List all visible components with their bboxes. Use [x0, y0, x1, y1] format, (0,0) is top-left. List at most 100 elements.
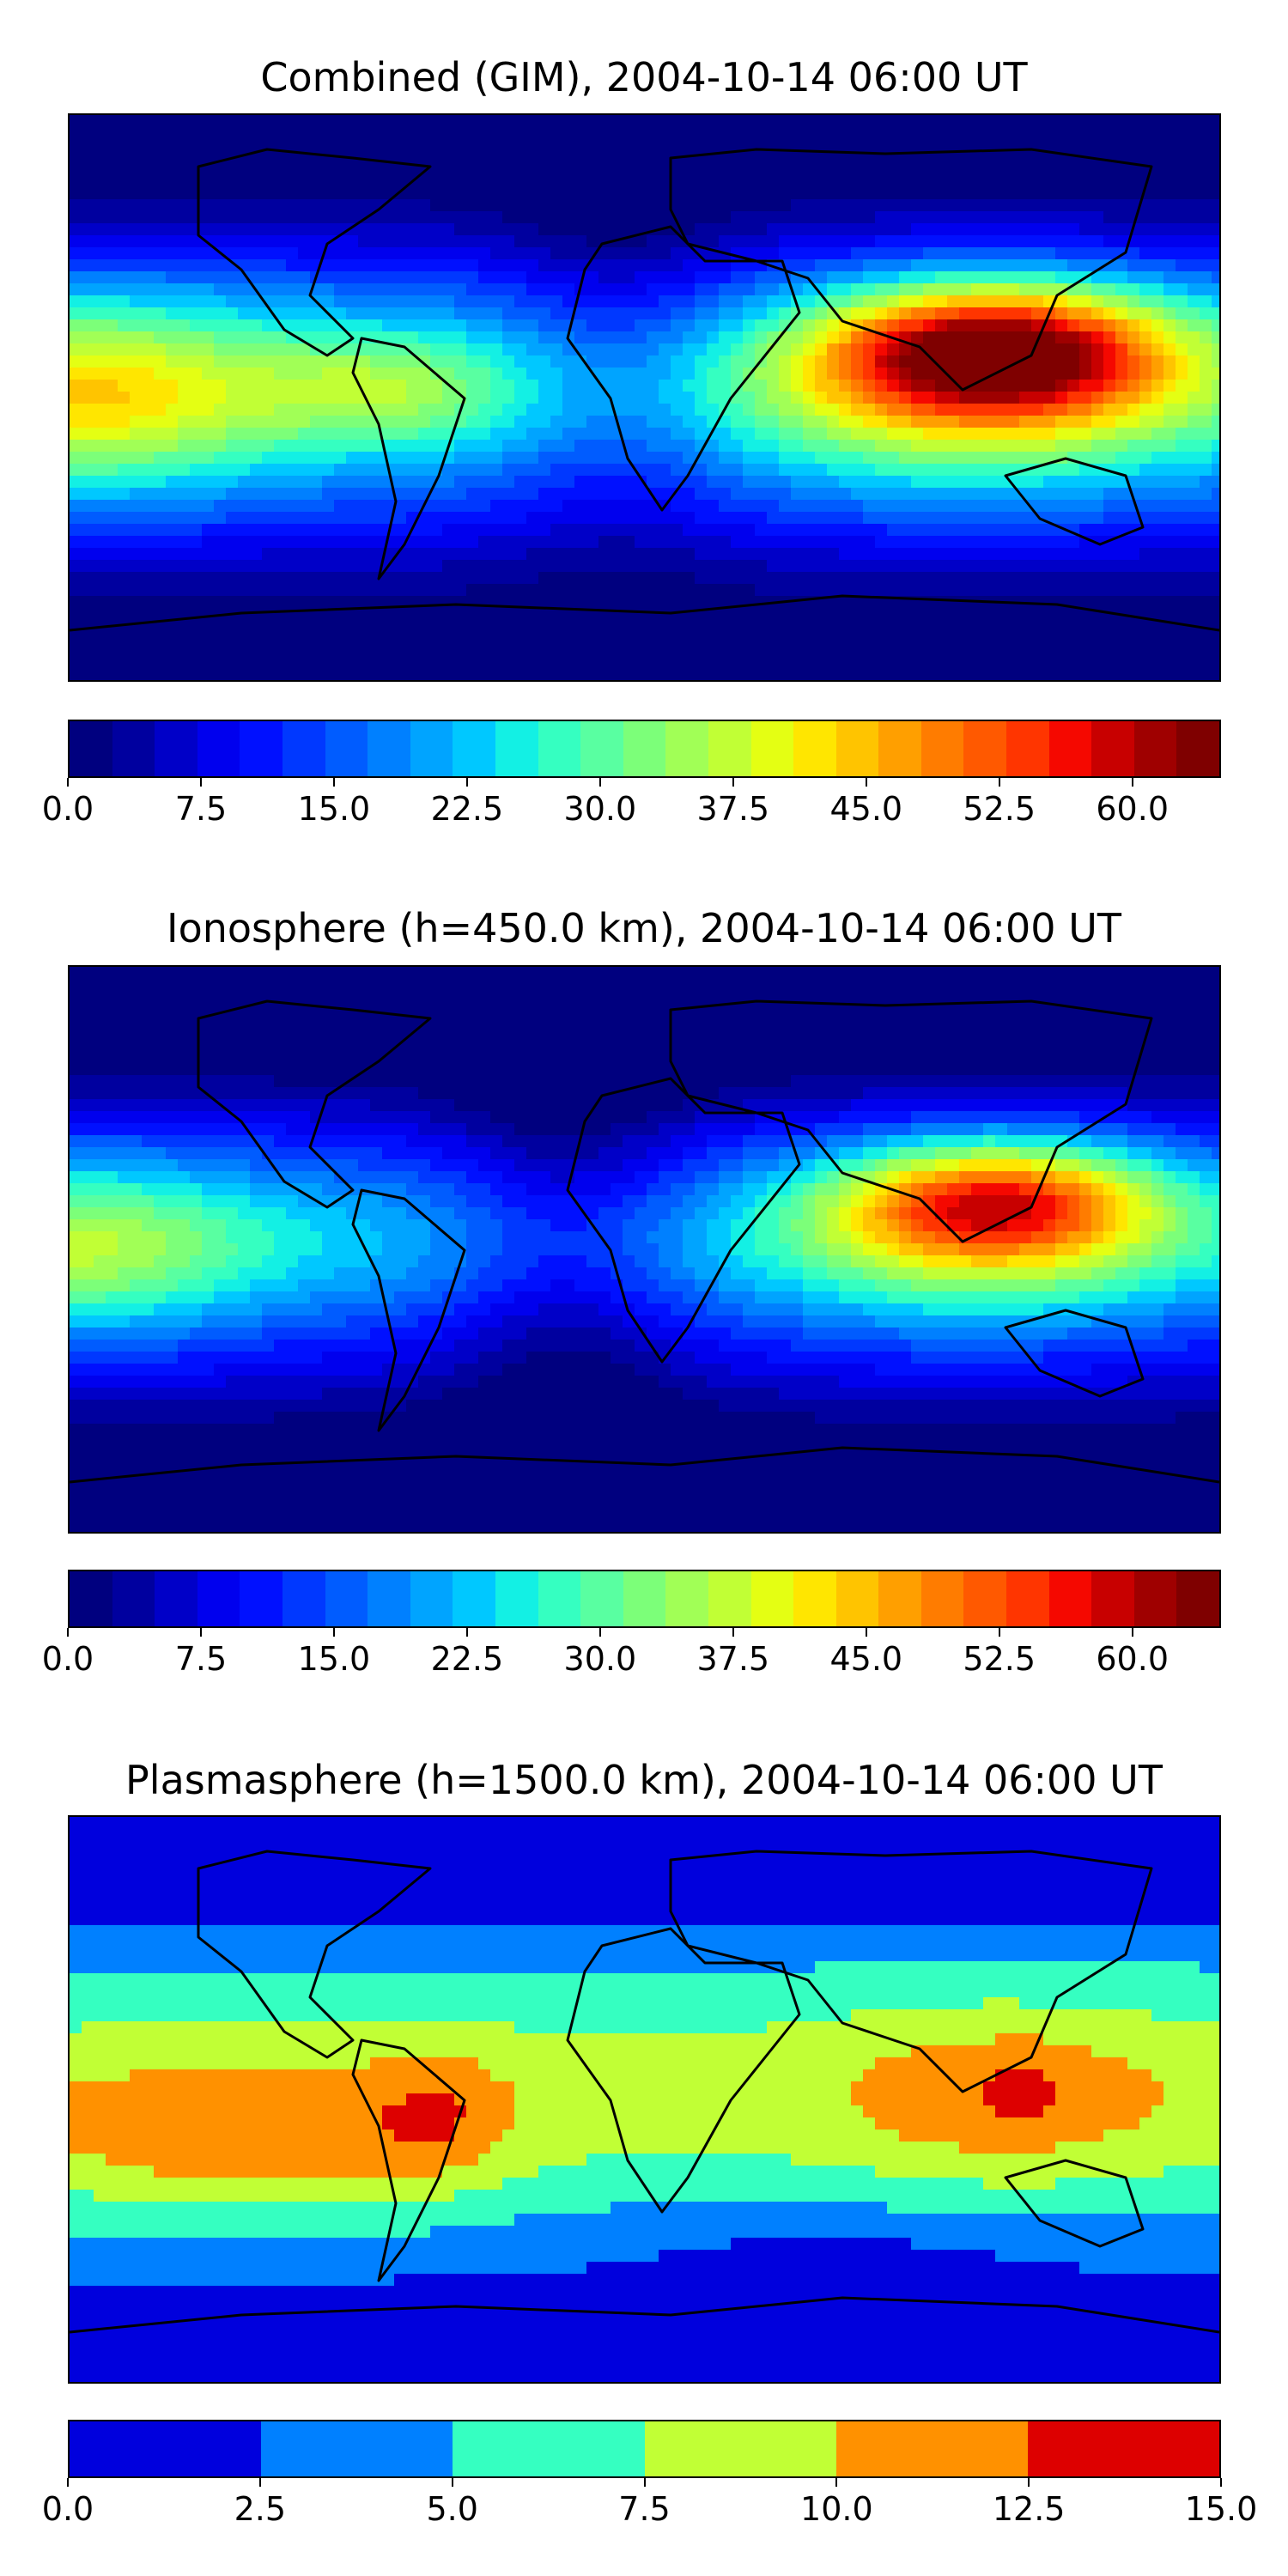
heatmap-cell — [719, 464, 732, 477]
heatmap-cell — [310, 223, 323, 236]
heatmap-cell — [118, 464, 131, 477]
heatmap-cell — [130, 500, 143, 513]
heatmap-cell — [550, 235, 563, 248]
heatmap-cell — [899, 500, 912, 513]
heatmap-cell — [803, 464, 816, 477]
heatmap-cell — [1103, 548, 1116, 561]
heatmap-cell — [418, 560, 431, 573]
heatmap-cell — [442, 223, 455, 236]
heatmap-cell — [851, 271, 864, 284]
heatmap-cell — [1127, 139, 1140, 152]
heatmap-cell — [466, 223, 479, 236]
heatmap-cell — [514, 416, 527, 428]
heatmap-cell — [298, 979, 311, 992]
heatmap-cell — [190, 343, 203, 356]
heatmap-cell — [106, 464, 118, 477]
heatmap-cell — [130, 416, 143, 428]
heatmap-cell — [550, 368, 563, 380]
heatmap-cell — [671, 632, 683, 645]
heatmap-cell — [815, 271, 828, 284]
heatmap-cell — [995, 584, 1008, 597]
heatmap-cell — [647, 187, 659, 200]
heatmap-cell — [454, 596, 467, 609]
heatmap-cell — [238, 668, 251, 680]
heatmap-cell — [358, 319, 371, 332]
heatmap-cell — [839, 979, 852, 992]
heatmap-cell — [286, 368, 299, 380]
heatmap-cell — [130, 163, 143, 176]
heatmap-cell — [334, 668, 347, 680]
heatmap-cell — [731, 608, 744, 621]
heatmap-cell — [586, 596, 599, 609]
heatmap-cell — [478, 512, 491, 525]
heatmap-cell — [94, 416, 106, 428]
heatmap-cell — [538, 476, 551, 489]
heatmap-cell — [598, 319, 611, 332]
heatmap-cell — [154, 283, 167, 296]
heatmap-cell — [1151, 464, 1164, 477]
heatmap-cell — [803, 331, 816, 344]
heatmap-cell — [430, 307, 443, 320]
heatmap-cell — [911, 979, 924, 992]
heatmap-cell — [562, 235, 575, 248]
heatmap-cell — [274, 307, 287, 320]
heatmap-cell — [875, 488, 888, 501]
heatmap-cell — [899, 259, 912, 272]
heatmap-cell — [1079, 355, 1092, 368]
heatmap-cell — [466, 1003, 479, 1016]
heatmap-cell — [454, 380, 467, 392]
heatmap-cell — [382, 331, 395, 344]
heatmap-cell — [526, 187, 539, 200]
heatmap-cell — [178, 416, 191, 428]
heatmap-cell — [190, 392, 203, 404]
heatmap-cell — [190, 175, 203, 188]
heatmap-cell — [1007, 343, 1020, 356]
heatmap-cell — [454, 572, 467, 585]
heatmap-cell — [1139, 416, 1152, 428]
heatmap-cell — [514, 175, 527, 188]
heatmap-cell — [707, 632, 720, 645]
heatmap-cell — [1055, 620, 1068, 633]
heatmap-cell — [743, 404, 756, 416]
heatmap-cell — [1079, 991, 1092, 1004]
heatmap-cell — [1019, 416, 1032, 428]
heatmap-cell — [1212, 512, 1219, 525]
heatmap-cell — [971, 416, 984, 428]
heatmap-cell — [863, 271, 876, 284]
heatmap-cell — [574, 175, 587, 188]
heatmap-cell — [695, 416, 708, 428]
heatmap-cell — [1091, 548, 1104, 561]
heatmap-cell — [887, 500, 900, 513]
heatmap-cell — [130, 380, 143, 392]
heatmap-cell — [166, 596, 179, 609]
heatmap-cell — [238, 979, 251, 992]
heatmap-cell — [478, 1015, 491, 1028]
heatmap-cell — [1043, 632, 1056, 645]
heatmap-cell — [875, 500, 888, 513]
heatmap-cell — [671, 235, 683, 248]
heatmap-cell — [1007, 223, 1020, 236]
heatmap-cell — [94, 127, 106, 140]
heatmap-cell — [1007, 319, 1020, 332]
heatmap-cell — [743, 380, 756, 392]
heatmap-cell — [1212, 560, 1219, 573]
heatmap-cell — [959, 223, 972, 236]
heatmap-cell — [683, 380, 696, 392]
heatmap-cell — [550, 223, 563, 236]
heatmap-cell — [863, 512, 876, 525]
heatmap-cell — [995, 139, 1008, 152]
heatmap-cell — [190, 139, 203, 152]
heatmap-cell — [863, 584, 876, 597]
heatmap-cell — [695, 560, 708, 573]
heatmap-cell — [82, 500, 94, 513]
heatmap-cell — [911, 644, 924, 657]
heatmap-cell — [1091, 247, 1104, 260]
heatmap-cell — [899, 464, 912, 477]
heatmap-cell — [466, 1015, 479, 1028]
heatmap-cell — [442, 355, 455, 368]
colorbar-segment — [453, 721, 495, 776]
heatmap-cell — [106, 139, 118, 152]
heatmap-cell — [274, 620, 287, 633]
heatmap-cell — [1091, 151, 1104, 164]
heatmap-cell — [226, 283, 239, 296]
